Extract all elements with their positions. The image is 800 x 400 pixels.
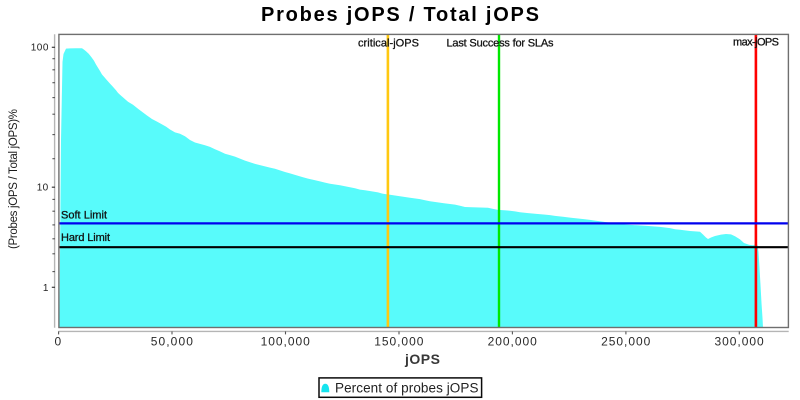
svg-text:300,000: 300,000 (715, 335, 765, 349)
svg-text:Percent of probes jOPS: Percent of probes jOPS (335, 380, 479, 395)
svg-text:Soft Limit: Soft Limit (61, 210, 107, 222)
svg-text:1: 1 (43, 283, 49, 294)
svg-text:critical-jOPS: critical-jOPS (358, 38, 419, 50)
svg-text:max-jOPS: max-jOPS (733, 37, 779, 49)
svg-text:200,000: 200,000 (488, 335, 538, 349)
svg-text:Hard Limit: Hard Limit (61, 232, 110, 244)
svg-text:50,000: 50,000 (151, 335, 194, 349)
svg-text:(Probes jOPS / Total jOPS)%: (Probes jOPS / Total jOPS)% (8, 109, 20, 249)
svg-text:10: 10 (37, 183, 49, 194)
svg-text:100,000: 100,000 (261, 335, 311, 349)
svg-text:150,000: 150,000 (374, 335, 424, 349)
svg-text:jOPS: jOPS (404, 351, 440, 367)
svg-text:Last Success for SLAs: Last Success for SLAs (447, 38, 555, 50)
svg-text:0: 0 (55, 335, 62, 349)
svg-text:100: 100 (31, 43, 49, 54)
svg-text:250,000: 250,000 (601, 335, 651, 349)
